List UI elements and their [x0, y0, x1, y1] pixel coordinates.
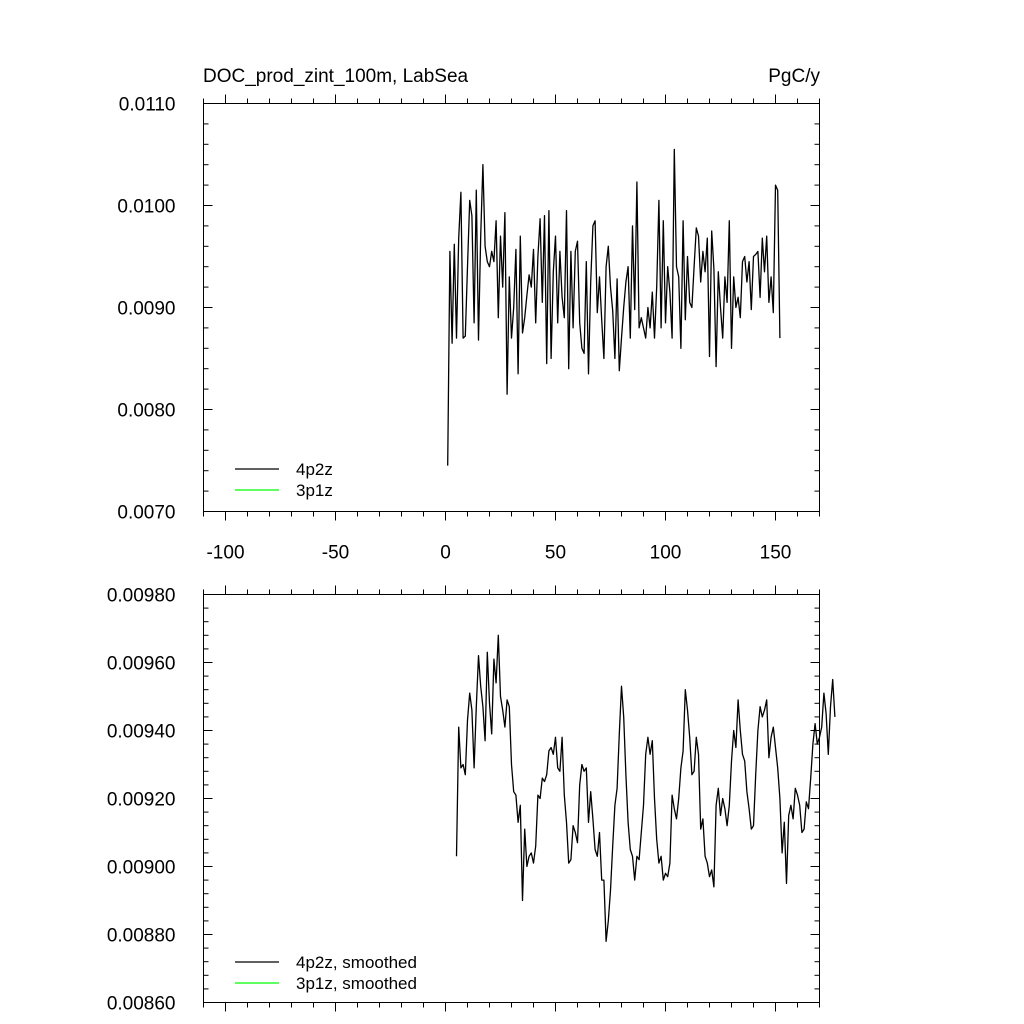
y-tick-label: 0.00940 — [107, 722, 176, 743]
x-tick-label: 100 — [650, 543, 682, 564]
top-panel-x-tick-labels: -100 -50 0 50 100 150 — [206, 543, 791, 564]
bottom-legend: 4p2z, smoothed 3p1z, smoothed — [235, 953, 417, 993]
x-tick-label: 0 — [440, 543, 451, 564]
top-panel-series — [447, 148, 781, 466]
top-panel-frame — [203, 103, 820, 512]
top-legend: 4p2z 3p1z — [235, 460, 333, 500]
chart-title: DOC_prod_zint_100m, LabSea — [203, 66, 469, 87]
y-tick-label: 0.0070 — [117, 503, 175, 524]
y-tick-label: 0.0110 — [119, 95, 176, 116]
bottom-panel-frame — [203, 594, 820, 1003]
y-tick-label: 0.00960 — [107, 654, 176, 675]
legend-label-4p2z-smoothed: 4p2z, smoothed — [296, 953, 417, 972]
y-tick-label: 0.00920 — [107, 790, 176, 811]
y-tick-label: 0.0080 — [117, 401, 175, 422]
y-tick-label: 0.0100 — [117, 197, 175, 218]
top-panel-ticks — [203, 94, 820, 521]
legend-label-4p2z: 4p2z — [296, 460, 333, 479]
x-tick-label: -50 — [322, 543, 349, 564]
y-tick-label: 0.00880 — [107, 926, 176, 947]
x-tick-label: 150 — [760, 543, 792, 564]
legend-label-3p1z-smoothed: 3p1z, smoothed — [296, 974, 417, 993]
legend-label-3p1z: 3p1z — [296, 481, 333, 500]
y-tick-label: 0.00980 — [107, 586, 176, 607]
series-line-4p2z — [447, 148, 781, 466]
y-tick-label: 0.0090 — [117, 299, 175, 320]
bottom-panel-series — [455, 634, 836, 942]
bottom-panel-y-tick-labels: 0.00860 0.00880 0.00900 0.00920 0.00940 0.009… — [107, 586, 176, 1015]
x-tick-label: 50 — [545, 543, 566, 564]
series-line-4p2z-smoothed — [455, 634, 836, 942]
y-tick-label: 0.00860 — [107, 994, 176, 1015]
y-tick-label: 0.00900 — [107, 858, 176, 879]
bottom-panel-ticks — [203, 585, 820, 1012]
chart-units: PgC/y — [768, 66, 820, 87]
top-panel-y-tick-labels: 0.0070 0.0080 0.0090 0.0100 0.0110 — [117, 95, 175, 524]
x-tick-label: -100 — [206, 543, 244, 564]
